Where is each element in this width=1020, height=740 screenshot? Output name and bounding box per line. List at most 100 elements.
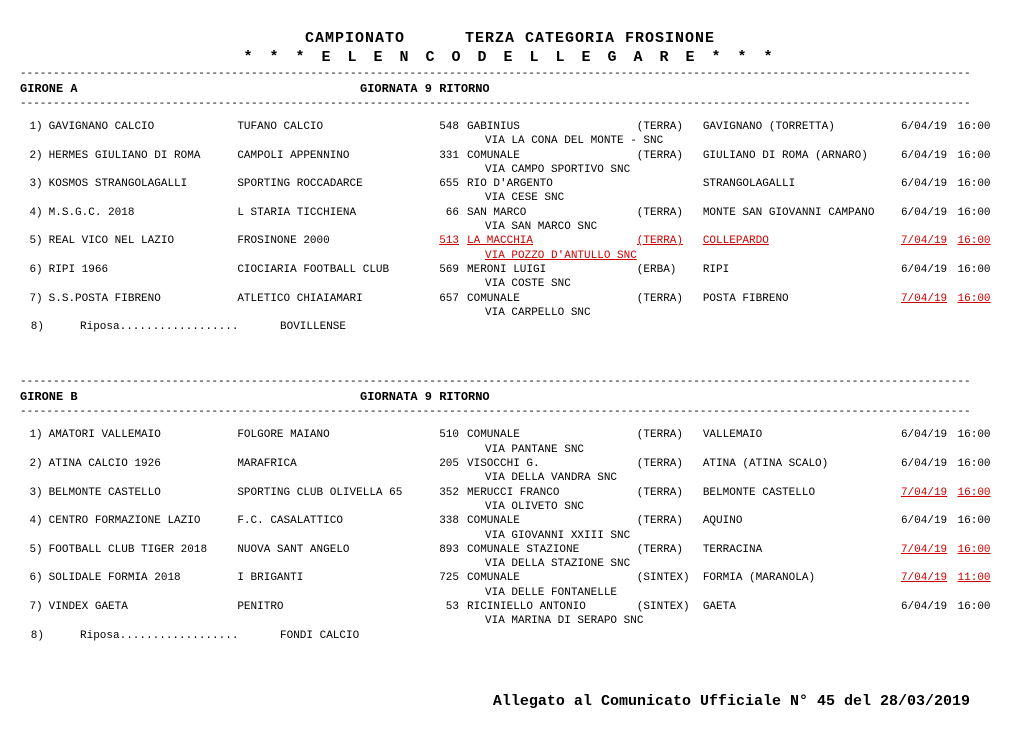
date: 6/04/19 xyxy=(901,206,958,220)
away-team: NUOVA SANT ANGELO xyxy=(237,543,426,557)
venue-address: VIA CARPELLO SNC xyxy=(485,306,735,320)
match-number: 3) xyxy=(20,177,49,191)
time: 16:00 xyxy=(958,428,1000,442)
match-row: 5)FOOTBALL CLUB TIGER 2018NUOVA SANT ANG… xyxy=(20,543,1000,557)
venue-address: VIA OLIVETO SNC xyxy=(485,500,735,514)
match-row: 7)VINDEX GAETAPENITRO53RICINIELLO ANTONI… xyxy=(20,600,1000,614)
address-row: VIA MARINA DI SERAPO SNC xyxy=(20,614,1000,628)
time: 16:00 xyxy=(958,543,1000,557)
match-number: 7) xyxy=(20,292,49,306)
venue-code: 66 xyxy=(426,206,467,220)
match-number: 6) xyxy=(20,263,49,277)
group-name: GIRONE A xyxy=(20,82,360,96)
away-team: ATLETICO CHIAIAMARI xyxy=(237,292,426,306)
surface: (TERRA) xyxy=(637,428,703,442)
home-team: HERMES GIULIANO DI ROMA xyxy=(49,149,238,163)
venue-name: COMUNALE xyxy=(467,149,637,163)
time: 16:00 xyxy=(958,263,1000,277)
divider-line: ----------------------------------------… xyxy=(20,406,1000,418)
match-number: 1) xyxy=(20,428,49,442)
city: GAVIGNANO (TORRETTA) xyxy=(703,120,901,134)
match-row: 4)CENTRO FORMAZIONE LAZIOF.C. CASALATTIC… xyxy=(20,514,1000,528)
match-number: 5) xyxy=(20,543,49,557)
city: GIULIANO DI ROMA (ARNARO) xyxy=(703,149,901,163)
home-team: FOOTBALL CLUB TIGER 2018 xyxy=(49,543,238,557)
time: 11:00 xyxy=(958,571,1000,585)
home-team: REAL VICO NEL LAZIO xyxy=(49,234,238,248)
city: FORMIA (MARANOLA) xyxy=(703,571,901,585)
venue-address: VIA GIOVANNI XXIII SNC xyxy=(485,529,735,543)
group-round: GIORNATA 9 RITORNO xyxy=(360,390,490,404)
footer-text: Allegato al Comunicato Ufficiale N° 45 d… xyxy=(20,693,1000,710)
group-header: GIRONE BGIORNATA 9 RITORNO xyxy=(20,390,1000,404)
venue-code: 513 xyxy=(426,234,467,248)
city: TERRACINA xyxy=(703,543,901,557)
address-row: VIA CAMPO SPORTIVO SNC xyxy=(20,163,1000,177)
venue-code: 655 xyxy=(426,177,467,191)
time: 16:00 xyxy=(958,177,1000,191)
group-round: GIORNATA 9 RITORNO xyxy=(360,82,490,96)
venue-address: VIA SAN MARCO SNC xyxy=(485,220,735,234)
divider-line: ----------------------------------------… xyxy=(20,98,1000,110)
city: STRANGOLAGALLI xyxy=(703,177,901,191)
venue-name: SAN MARCO xyxy=(467,206,637,220)
divider-line: ----------------------------------------… xyxy=(20,68,1000,80)
surface: (TERRA) xyxy=(637,457,703,471)
riposa-team: BOVILLENSE xyxy=(280,320,480,334)
surface: (TERRA) xyxy=(637,149,703,163)
time: 16:00 xyxy=(958,234,1000,248)
match-number: 4) xyxy=(20,514,49,528)
date: 7/04/19 xyxy=(901,543,958,557)
address-row: VIA LA CONA DEL MONTE - SNC xyxy=(20,134,1000,148)
match-row: 1)AMATORI VALLEMAIOFOLGORE MAIANO510COMU… xyxy=(20,428,1000,442)
address-row: VIA PANTANE SNC xyxy=(20,443,1000,457)
away-team: L STARIA TICCHIENA xyxy=(237,206,426,220)
venue-address: VIA COSTE SNC xyxy=(485,277,735,291)
time: 16:00 xyxy=(958,206,1000,220)
time: 16:00 xyxy=(958,149,1000,163)
home-team: M.S.G.C. 2018 xyxy=(49,206,238,220)
match-row: 7)S.S.POSTA FIBRENOATLETICO CHIAIAMARI65… xyxy=(20,292,1000,306)
date: 6/04/19 xyxy=(901,120,958,134)
city: GAETA xyxy=(703,600,901,614)
away-team: TUFANO CALCIO xyxy=(237,120,426,134)
address-row: VIA CESE SNC xyxy=(20,191,1000,205)
venue-address: VIA MARINA DI SERAPO SNC xyxy=(485,614,735,628)
home-team: CENTRO FORMAZIONE LAZIO xyxy=(49,514,238,528)
surface: (TERRA) xyxy=(637,234,703,248)
home-team: RIPI 1966 xyxy=(49,263,238,277)
venue-code: 510 xyxy=(426,428,467,442)
riposa-row: 8)Riposa..................FONDI CALCIO xyxy=(20,629,1000,643)
match-row: 4)M.S.G.C. 2018L STARIA TICCHIENA66SAN M… xyxy=(20,206,1000,220)
riposa-label: Riposa.................. xyxy=(50,629,280,643)
venue-code: 893 xyxy=(426,543,467,557)
away-team: I BRIGANTI xyxy=(237,571,426,585)
match-row: 6)SOLIDALE FORMIA 2018I BRIGANTI725COMUN… xyxy=(20,571,1000,585)
home-team: S.S.POSTA FIBRENO xyxy=(49,292,238,306)
group-header: GIRONE AGIORNATA 9 RITORNO xyxy=(20,82,1000,96)
venue-address: VIA POZZO D'ANTULLO SNC xyxy=(485,249,735,263)
surface: (TERRA) xyxy=(637,514,703,528)
home-team: SOLIDALE FORMIA 2018 xyxy=(49,571,238,585)
home-team: ATINA CALCIO 1926 xyxy=(49,457,238,471)
date: 7/04/19 xyxy=(901,571,958,585)
title-left: CAMPIONATO xyxy=(305,30,405,47)
surface: (SINTEX) xyxy=(637,571,703,585)
venue-address: VIA CESE SNC xyxy=(485,191,735,205)
home-team: AMATORI VALLEMAIO xyxy=(49,428,238,442)
venue-name: COMUNALE xyxy=(467,428,637,442)
venue-address: VIA DELLA VANDRA SNC xyxy=(485,471,735,485)
surface: (TERRA) xyxy=(637,486,703,500)
time: 16:00 xyxy=(958,486,1000,500)
address-row: VIA CARPELLO SNC xyxy=(20,306,1000,320)
venue-address: VIA PANTANE SNC xyxy=(485,443,735,457)
date: 6/04/19 xyxy=(901,457,958,471)
venue-name: VISOCCHI G. xyxy=(467,457,637,471)
city: MONTE SAN GIOVANNI CAMPANO xyxy=(703,206,901,220)
venue-address: VIA DELLE FONTANELLE xyxy=(485,586,735,600)
time: 16:00 xyxy=(958,292,1000,306)
address-row: VIA DELLA VANDRA SNC xyxy=(20,471,1000,485)
surface: (TERRA) xyxy=(637,543,703,557)
date: 6/04/19 xyxy=(901,514,958,528)
venue-address: VIA DELLA STAZIONE SNC xyxy=(485,557,735,571)
